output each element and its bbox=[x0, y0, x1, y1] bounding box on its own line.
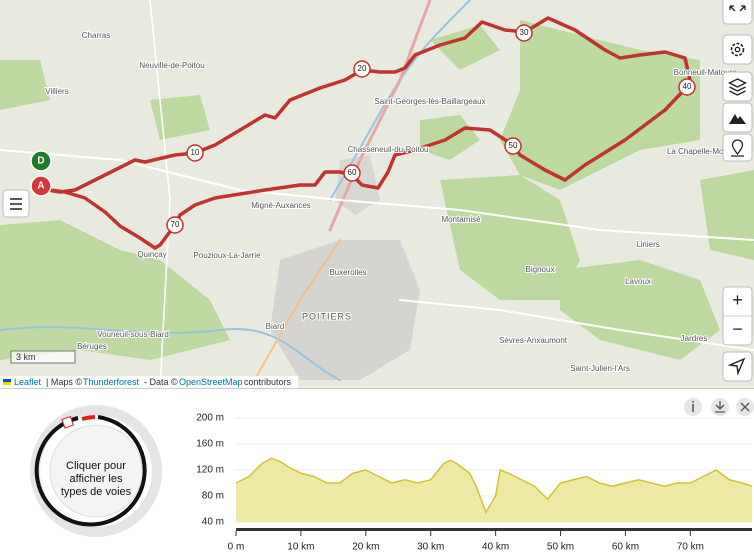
place: Saint-Georges-lès-Baillargeaux bbox=[374, 97, 485, 106]
zoom-control: + − bbox=[722, 286, 753, 346]
km-marker: 50 bbox=[509, 141, 518, 150]
scale-label: 3 km bbox=[16, 352, 36, 362]
place: Béruges bbox=[77, 342, 107, 351]
elevation-area bbox=[236, 458, 752, 522]
place: Biard bbox=[266, 322, 285, 331]
x-tick-label: 20 km bbox=[352, 542, 379, 553]
place: Villiers bbox=[45, 87, 68, 96]
layers-button[interactable] bbox=[722, 71, 753, 102]
km-marker: 70 bbox=[171, 220, 180, 229]
x-tick-label: 40 km bbox=[482, 542, 509, 553]
km-marker: 20 bbox=[358, 64, 367, 73]
zoom-in[interactable]: + bbox=[732, 290, 743, 310]
place: Vouneuil-sous-Biard bbox=[97, 330, 169, 339]
menu-button[interactable] bbox=[2, 189, 30, 218]
widget-text: types de voies bbox=[61, 486, 132, 498]
widget-text: afficher les bbox=[70, 473, 123, 485]
place-labels: Charras Neuville-de-Poitou Villiers Sain… bbox=[44, 30, 744, 374]
km-marker: 40 bbox=[683, 82, 692, 91]
poi-button[interactable] bbox=[722, 133, 753, 162]
place: Lavoux bbox=[625, 277, 651, 286]
y-tick-label: 160 m bbox=[196, 439, 224, 450]
elevation-line bbox=[235, 457, 753, 514]
place: Pouzioux-La-Jarrie bbox=[193, 251, 261, 260]
place: Jardres bbox=[681, 334, 708, 343]
place: Chasseneuil-du-Poitou bbox=[348, 145, 429, 154]
place: Montamisé bbox=[441, 215, 481, 224]
end-marker[interactable]: A bbox=[30, 175, 52, 197]
y-tick-label: 120 m bbox=[196, 465, 224, 476]
km-marker: 10 bbox=[191, 148, 200, 157]
y-tick-label: 80 m bbox=[202, 491, 224, 502]
place: Sèvres-Anxaumont bbox=[499, 336, 568, 345]
close-button[interactable] bbox=[736, 398, 754, 416]
attribution-link[interactable]: Leaflet bbox=[14, 377, 42, 387]
x-tick-label: 60 km bbox=[612, 542, 639, 553]
x-tick-label: 70 km bbox=[677, 542, 704, 553]
download-button[interactable] bbox=[711, 398, 729, 416]
place: La Chapelle-Moulière bbox=[667, 147, 744, 156]
x-tick-label: 30 km bbox=[417, 542, 444, 553]
road-type-strip bbox=[236, 528, 752, 531]
start-label: D bbox=[37, 156, 44, 167]
y-tick-label: 40 m bbox=[202, 517, 224, 528]
widget-text: Cliquer pour bbox=[66, 460, 126, 472]
elevation-chart: 200 m 160 m 120 m 80 m 40 m 0 m 10 km 20 km 30 k… bbox=[196, 413, 753, 553]
place: Quinçay bbox=[137, 250, 166, 259]
x-tick-label: 0 m bbox=[228, 542, 245, 553]
attribution-text: | Maps © bbox=[46, 377, 82, 387]
place: Charras bbox=[82, 31, 110, 40]
scale-bar: 3 km bbox=[10, 350, 76, 364]
place: Buxerolles bbox=[329, 268, 366, 277]
place: Liniers bbox=[636, 240, 660, 249]
end-label: A bbox=[37, 181, 44, 192]
attribution-link[interactable]: Thunderforest bbox=[83, 377, 140, 387]
info-button[interactable] bbox=[684, 398, 702, 416]
place: Migné-Auxances bbox=[251, 201, 311, 210]
km-marker: 60 bbox=[348, 168, 357, 177]
x-tick-label: 10 km bbox=[287, 542, 314, 553]
attribution-text: contributors bbox=[244, 377, 292, 387]
locate-button[interactable] bbox=[722, 351, 753, 382]
road-types-widget[interactable]: Cliquer pour afficher les types de voies bbox=[30, 405, 162, 537]
km-marker: 30 bbox=[520, 28, 529, 37]
start-marker[interactable]: D bbox=[30, 150, 52, 172]
place: Bonneuil-Matours bbox=[674, 68, 737, 77]
zoom-out[interactable]: − bbox=[732, 319, 743, 339]
attribution-link[interactable]: OpenStreetMap bbox=[179, 377, 243, 387]
fullscreen-button[interactable] bbox=[722, 0, 753, 25]
attribution-text: - Data © bbox=[144, 377, 178, 387]
km-markers: 10 20 30 40 50 60 70 bbox=[166, 24, 696, 234]
place: Saint-Julien-l'Ars bbox=[570, 364, 630, 373]
terrain-button[interactable] bbox=[722, 102, 753, 133]
place: Bignoux bbox=[526, 265, 555, 274]
place: Neuville-de-Poitou bbox=[139, 61, 204, 70]
map[interactable]: Charras Neuville-de-Poitou Villiers Sain… bbox=[0, 0, 754, 389]
settings-button[interactable] bbox=[722, 34, 753, 65]
attribution: Leaflet | Maps © Thunderforest - Data © … bbox=[0, 376, 298, 388]
place: POITIERS bbox=[302, 311, 352, 321]
y-tick-label: 200 m bbox=[196, 413, 224, 424]
x-tick-label: 50 km bbox=[547, 542, 574, 553]
